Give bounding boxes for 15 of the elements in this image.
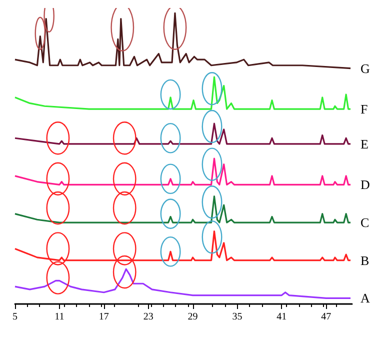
series-label: C	[360, 215, 370, 230]
x-tick-label: 41	[276, 312, 287, 322]
x-tick-label: 47	[321, 312, 332, 322]
series-label: B	[360, 252, 370, 268]
x-tick-label: 17	[98, 312, 109, 322]
x-tick-label: 11	[54, 312, 64, 322]
x-tick-label: 5	[12, 312, 18, 322]
series-label: A	[360, 290, 371, 306]
series-label: F	[360, 102, 368, 117]
series-label: D	[360, 177, 370, 192]
series-label: G	[360, 60, 370, 76]
x-tick-label: 23	[143, 312, 154, 322]
x-tick-label: 35	[232, 312, 242, 322]
series-label: E	[360, 136, 369, 152]
x-tick-label: 29	[188, 312, 198, 322]
